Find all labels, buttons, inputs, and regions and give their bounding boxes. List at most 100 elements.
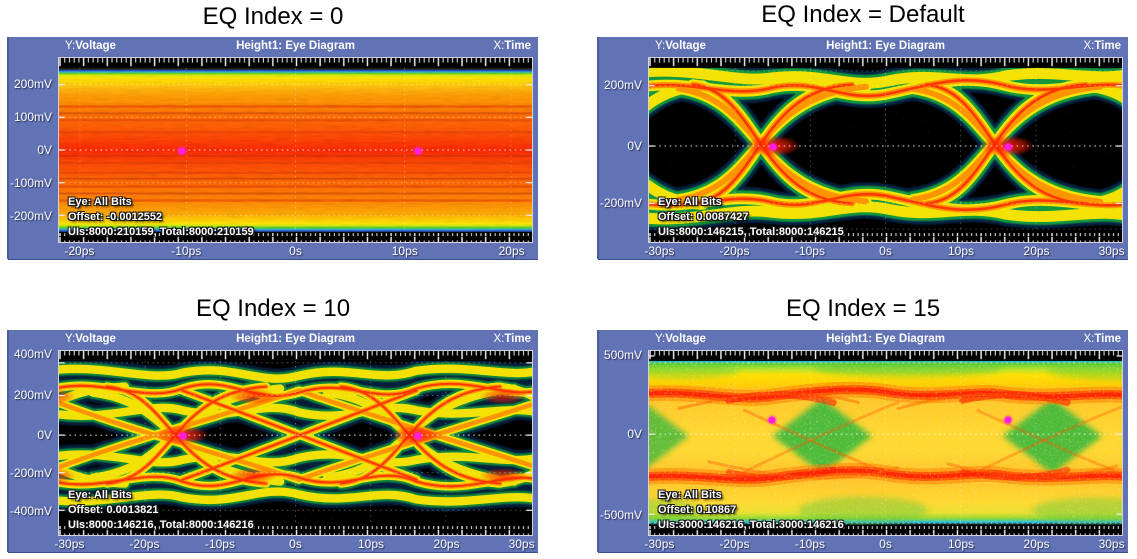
measurement-readout: Eye: All Bits Offset: 0.0013821 UIs:8000… [68,488,254,533]
x-tick-label: -20ps [129,537,160,551]
y-axis-title: Y:Voltage [65,40,116,52]
readout-offset: Offset: 0.0087427 [658,211,749,223]
x-tick-label: 0s [879,244,892,258]
x-tick-label: 10ps [358,537,385,551]
x-tick-label: -20ps [64,244,95,258]
x-axis-labels: -30ps -20ps -10ps 0s 10ps 20ps 30ps [644,243,1125,259]
y-tick-label: 100mV [13,110,52,125]
x-tick-label: 0s [289,537,302,551]
panel-eq-10: Y:Voltage Height1: Eye Diagram X:Time 40… [8,330,538,552]
y-axis-title: Y:Voltage [65,333,116,345]
x-tick-label: -20ps [719,244,750,258]
x-tick-label: 20ps [1023,244,1050,258]
readout-uis: UIs:8000:210159, Total:8000:210159 [68,226,254,238]
x-tick-label: -30ps [644,244,675,258]
x-tick-label: -30ps [644,537,675,551]
y-tick-label: -200mV [9,209,52,224]
eye-diagram-heatmap [59,58,532,242]
readout-eye: Eye: All Bits [68,196,132,208]
crossing-marker [1004,416,1012,424]
panel-header-title: Height1: Eye Diagram [826,333,945,345]
figure-title-eq-0: EQ Index = 0 [202,3,344,30]
plot-area: Eye: All Bits Offset: -0.0012552 UIs:800… [58,57,533,243]
x-tick-label: -10ps [794,537,825,551]
panel-eq-15: Y:Voltage Height1: Eye Diagram X:Time 50… [598,330,1128,552]
y-tick-label: -400mV [9,503,52,518]
panel-header-title: Height1: Eye Diagram [236,333,355,345]
y-tick-label: 200mV [13,76,52,91]
x-tick-label: -30ps [54,537,85,551]
panel-header: Y:Voltage Height1: Eye Diagram X:Time [8,330,538,350]
y-tick-label: -500mV [599,507,642,522]
y-tick-label: 200mV [13,388,52,402]
readout-uis: UIs:8000:146215, Total:8000:146215 [658,226,844,238]
y-tick-label: 0V [627,138,642,153]
x-tick-label: 30ps [508,537,535,551]
y-tick-label: -100mV [9,175,52,190]
x-tick-label: 20ps [433,537,460,551]
eye-diagram-heatmap [649,58,1122,242]
x-axis-title: X:Time [1083,333,1121,345]
crossing-marker [414,432,422,440]
x-tick-label: 20ps [498,244,525,258]
panel-eq-0: Y:Voltage Height1: Eye Diagram X:Time 20… [8,37,538,259]
x-tick-label: -20ps [719,537,750,551]
measurement-readout: Eye: All Bits Offset: 0.0087427 UIs:8000… [658,195,844,240]
crossing-marker [178,147,186,155]
y-axis-labels: 400mV 200mV 0V -200mV -400mV [8,347,54,536]
y-tick-label: 500mV [603,348,642,363]
x-axis-labels: -30ps -20ps -10ps 0s 10ps 20ps 30ps [54,536,535,552]
y-axis-title: Y:Voltage [655,40,706,52]
x-axis-labels: -30ps -20ps -10ps 0s 10ps 20ps 30ps [644,536,1125,552]
crossing-marker [1004,143,1012,151]
y-tick-label: -200mV [9,465,52,480]
crossing-marker [769,143,777,151]
crossing-marker [179,432,187,440]
x-tick-label: 10ps [948,537,975,551]
eye-diagram-heatmap [649,351,1122,535]
readout-eye: Eye: All Bits [68,489,132,501]
y-tick-label: 0V [37,428,52,442]
panel-header: Y:Voltage Height1: Eye Diagram X:Time [598,330,1128,350]
y-axis-labels: 500mV 0V -500mV [598,348,644,536]
readout-uis: UIs:3000:146216, Total:3000:146216 [658,519,844,531]
figure-title-eq-15: EQ Index = 15 [785,295,941,322]
crossing-marker [414,147,422,155]
panel-header: Y:Voltage Height1: Eye Diagram X:Time [8,37,538,57]
readout-eye: Eye: All Bits [658,489,722,501]
x-tick-label: 30ps [1098,244,1125,258]
panel-header: Y:Voltage Height1: Eye Diagram X:Time [598,37,1128,57]
y-axis-title: Y:Voltage [655,333,706,345]
x-axis-title: X:Time [1083,40,1121,52]
plot-area: Eye: All Bits Offset: 0.10867 UIs:3000:1… [648,350,1123,536]
x-tick-label: 20ps [1023,537,1050,551]
y-tick-label: 200mV [603,77,642,92]
plot-area: Eye: All Bits Offset: 0.0087427 UIs:8000… [648,57,1123,243]
crossing-marker [768,416,776,424]
panel-header-title: Height1: Eye Diagram [236,40,355,52]
x-tick-label: 10ps [391,244,418,258]
y-tick-label: 0V [37,143,52,157]
figure-title-eq-default: EQ Index = Default [761,1,965,28]
x-tick-label: -10ps [794,244,825,258]
eye-diagram-heatmap [59,351,532,535]
panel-header-title: Height1: Eye Diagram [826,40,945,52]
x-tick-label: 0s [879,537,892,551]
y-tick-label: -200mV [599,196,642,210]
readout-eye: Eye: All Bits [658,196,722,208]
readout-offset: Offset: -0.0012552 [68,211,163,223]
x-tick-label: 30ps [1098,537,1125,551]
readout-offset: Offset: 0.10867 [658,504,737,516]
measurement-readout: Eye: All Bits Offset: 0.10867 UIs:3000:1… [658,488,844,533]
y-tick-label: 400mV [13,347,52,362]
x-tick-label: -10ps [204,537,235,551]
plot-area: Eye: All Bits Offset: 0.0013821 UIs:8000… [58,350,533,536]
y-axis-labels: 200mV 0V -200mV [598,57,644,243]
figure-title-eq-10: EQ Index = 10 [195,295,351,322]
y-axis-labels: 200mV 100mV 0V -100mV -200mV [8,57,54,243]
x-axis-title: X:Time [493,40,531,52]
readout-uis: UIs:8000:146216, Total:8000:146216 [68,519,254,531]
measurement-readout: Eye: All Bits Offset: -0.0012552 UIs:800… [68,195,254,240]
x-tick-label: -10ps [171,244,202,258]
